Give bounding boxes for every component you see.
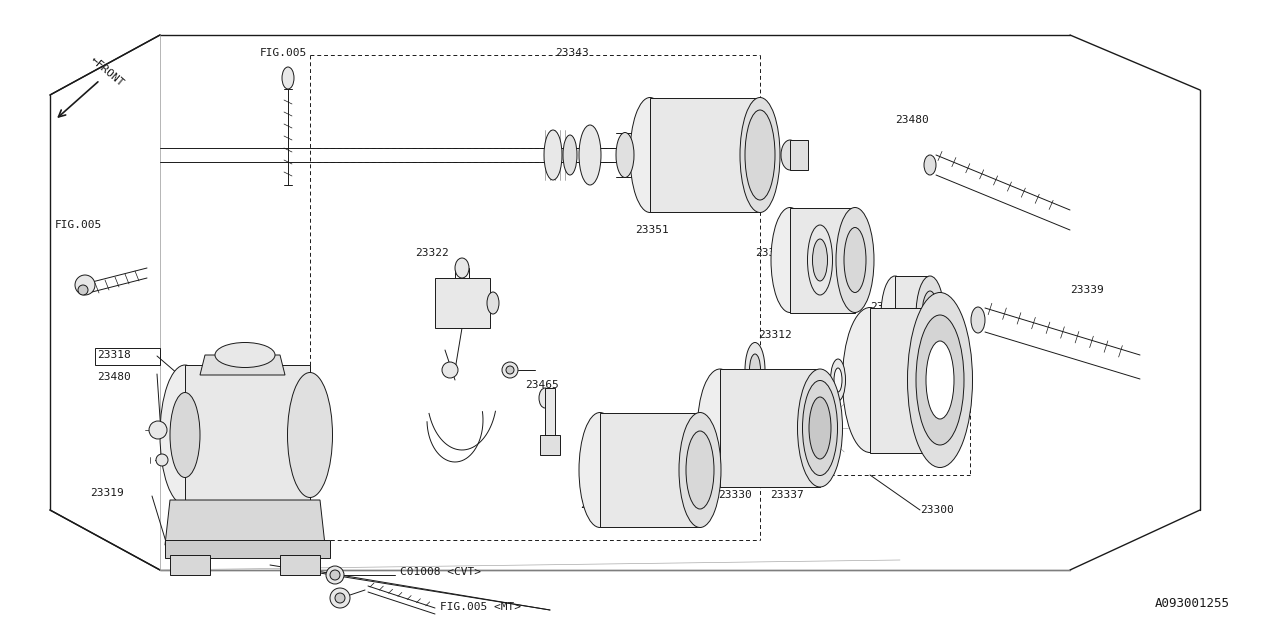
Text: 23480: 23480 <box>895 115 929 125</box>
Text: 23480: 23480 <box>97 372 131 382</box>
Ellipse shape <box>215 342 275 367</box>
Ellipse shape <box>844 227 867 292</box>
Text: 23320: 23320 <box>805 388 838 398</box>
Text: 23312: 23312 <box>758 330 792 340</box>
Polygon shape <box>165 540 330 558</box>
Ellipse shape <box>916 315 964 445</box>
Text: 23309: 23309 <box>716 455 749 465</box>
Ellipse shape <box>579 413 621 527</box>
Ellipse shape <box>486 292 499 314</box>
Ellipse shape <box>282 67 294 89</box>
Polygon shape <box>790 140 808 170</box>
Ellipse shape <box>924 155 936 175</box>
Ellipse shape <box>740 97 780 212</box>
Text: 23329: 23329 <box>755 248 788 258</box>
Ellipse shape <box>803 381 837 476</box>
Ellipse shape <box>544 130 562 180</box>
Ellipse shape <box>616 132 634 177</box>
Polygon shape <box>540 435 561 455</box>
Ellipse shape <box>781 140 799 170</box>
Text: 23465: 23465 <box>525 380 559 390</box>
Text: 23343: 23343 <box>556 48 589 58</box>
Ellipse shape <box>745 110 774 200</box>
Ellipse shape <box>835 368 842 392</box>
Circle shape <box>442 362 458 378</box>
Text: 23328: 23328 <box>890 348 924 358</box>
Text: 23310: 23310 <box>580 500 613 510</box>
Ellipse shape <box>771 207 809 312</box>
Circle shape <box>335 593 346 603</box>
Text: C01008 <CVT>: C01008 <CVT> <box>401 567 481 577</box>
Text: 23300: 23300 <box>920 505 954 515</box>
Text: ←FRONT: ←FRONT <box>88 55 125 89</box>
Ellipse shape <box>539 388 550 408</box>
Ellipse shape <box>750 354 760 386</box>
Text: FIG.005: FIG.005 <box>260 48 307 58</box>
Circle shape <box>502 362 518 378</box>
Polygon shape <box>435 278 490 328</box>
Ellipse shape <box>454 258 468 278</box>
Text: FIG.005 <MT>: FIG.005 <MT> <box>440 602 521 612</box>
Ellipse shape <box>630 97 669 212</box>
Polygon shape <box>170 555 210 575</box>
Polygon shape <box>870 308 940 453</box>
Ellipse shape <box>881 276 909 354</box>
Ellipse shape <box>905 334 934 416</box>
Ellipse shape <box>836 207 874 312</box>
Text: 23330: 23330 <box>718 490 751 500</box>
Ellipse shape <box>170 392 200 477</box>
Polygon shape <box>186 365 310 505</box>
Ellipse shape <box>916 276 945 354</box>
Polygon shape <box>650 98 760 212</box>
Ellipse shape <box>579 125 602 185</box>
Text: 23339: 23339 <box>1070 285 1103 295</box>
Ellipse shape <box>831 359 846 401</box>
Ellipse shape <box>972 307 986 333</box>
Ellipse shape <box>288 372 333 497</box>
Text: 23351: 23351 <box>635 225 668 235</box>
Polygon shape <box>545 388 556 435</box>
Text: FIG.005: FIG.005 <box>55 220 102 230</box>
Ellipse shape <box>922 291 938 339</box>
Ellipse shape <box>842 307 897 452</box>
Ellipse shape <box>809 397 831 459</box>
Text: 23334: 23334 <box>870 302 904 312</box>
Circle shape <box>156 454 168 466</box>
Polygon shape <box>600 413 700 527</box>
Polygon shape <box>200 355 285 375</box>
Polygon shape <box>721 369 820 487</box>
Ellipse shape <box>808 225 832 295</box>
Circle shape <box>506 366 515 374</box>
Ellipse shape <box>934 334 965 416</box>
Circle shape <box>78 285 88 295</box>
Text: 23318: 23318 <box>97 350 131 360</box>
Polygon shape <box>920 334 950 416</box>
Ellipse shape <box>563 135 577 175</box>
Text: A093001255: A093001255 <box>1155 597 1230 610</box>
Text: 23337: 23337 <box>771 490 804 500</box>
Circle shape <box>330 588 349 608</box>
Ellipse shape <box>160 365 210 505</box>
Circle shape <box>148 421 166 439</box>
Ellipse shape <box>678 413 721 527</box>
Circle shape <box>330 570 340 580</box>
Text: 23322: 23322 <box>415 248 449 258</box>
Ellipse shape <box>813 239 827 281</box>
Ellipse shape <box>925 341 954 419</box>
Ellipse shape <box>908 292 973 467</box>
Ellipse shape <box>745 342 765 397</box>
Circle shape <box>326 566 344 584</box>
Polygon shape <box>280 555 320 575</box>
Text: 23319: 23319 <box>90 488 124 498</box>
Ellipse shape <box>686 431 714 509</box>
Ellipse shape <box>797 369 842 487</box>
Ellipse shape <box>698 369 742 487</box>
Ellipse shape <box>941 349 959 401</box>
Circle shape <box>76 275 95 295</box>
Polygon shape <box>895 276 931 354</box>
Polygon shape <box>165 500 325 545</box>
Polygon shape <box>790 208 855 313</box>
